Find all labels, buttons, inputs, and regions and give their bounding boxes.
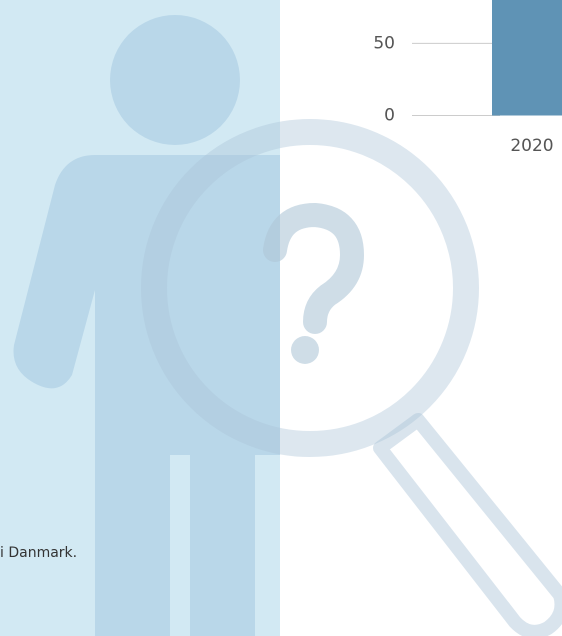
- bar: [492, 0, 562, 116]
- chart: 0 50 2020: [373, 0, 562, 156]
- magnifier-icon: [141, 119, 562, 636]
- x-tick-label: 2020: [510, 136, 553, 156]
- plot-area: [492, 0, 562, 116]
- body-text: i Danmark.: [0, 545, 77, 561]
- y-tick-label: 50: [373, 33, 395, 53]
- y-tick-label: 0: [384, 106, 395, 126]
- person-icon: [13, 15, 280, 636]
